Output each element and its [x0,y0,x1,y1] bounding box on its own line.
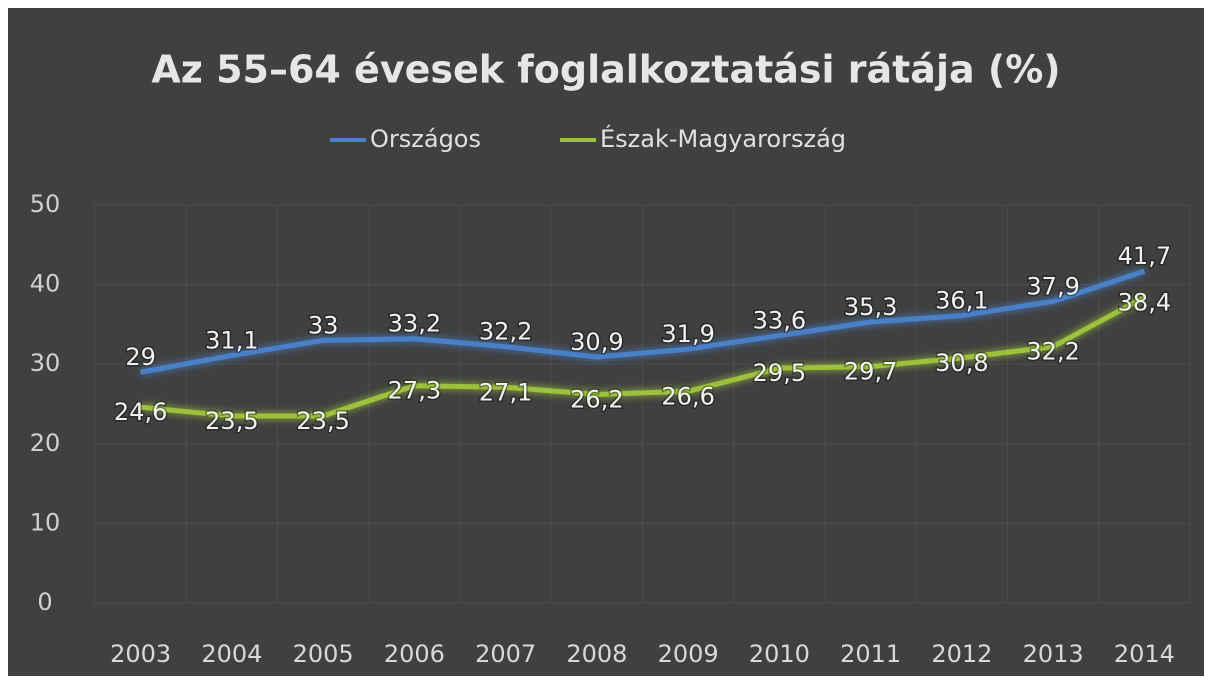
x-tick-label: 2009 [658,640,719,668]
y-tick-label: 20 [30,429,61,457]
legend-label: Országos [370,125,481,153]
y-tick-label: 30 [30,349,61,377]
data-label: 30,8 [935,349,988,377]
x-tick-label: 2010 [749,640,810,668]
x-tick-label: 2011 [840,640,901,668]
chart-title: Az 55–64 évesek foglalkoztatási rátája (… [151,48,1060,92]
data-label: 29 [125,343,156,371]
data-label: 31,9 [661,320,714,348]
data-label: 30,9 [570,328,623,356]
series-line [140,268,1146,375]
data-label: 35,3 [844,293,897,321]
data-label: 33,2 [388,310,441,338]
data-label: 27,3 [388,377,441,405]
data-label: 38,4 [1118,288,1171,316]
data-label: 29,5 [753,359,806,387]
y-tick-label: 10 [30,508,61,536]
data-label: 27,1 [479,378,532,406]
data-label: 24,6 [114,398,167,426]
x-tick-label: 2008 [566,640,627,668]
legend-label: Észak-Magyarország [600,124,846,153]
data-label: 31,1 [205,326,258,354]
chart-background [8,8,1204,676]
y-tick-label: 40 [30,270,61,298]
data-label: 32,2 [1026,338,1079,366]
data-label: 36,1 [935,287,988,315]
y-tick-label: 50 [30,190,61,218]
data-label: 26,6 [661,382,714,410]
x-tick-label: 2005 [293,640,354,668]
data-label: 26,2 [570,385,623,413]
x-tick-label: 2003 [110,640,171,668]
data-label: 32,2 [479,318,532,346]
data-label: 33 [308,311,339,339]
data-label: 23,5 [296,407,349,435]
x-tick-label: 2004 [201,640,262,668]
data-label: 41,7 [1118,242,1171,270]
data-label: 29,7 [844,358,897,386]
x-tick-label: 2006 [384,640,445,668]
data-label: 23,5 [205,407,258,435]
x-tick-label: 2014 [1114,640,1175,668]
y-tick-label: 0 [37,588,52,616]
x-tick-label: 2013 [1023,640,1084,668]
data-label: 37,9 [1026,272,1079,300]
data-label: 33,6 [753,307,806,335]
series-line [140,295,1146,419]
x-tick-label: 2007 [475,640,536,668]
x-tick-label: 2012 [931,640,992,668]
